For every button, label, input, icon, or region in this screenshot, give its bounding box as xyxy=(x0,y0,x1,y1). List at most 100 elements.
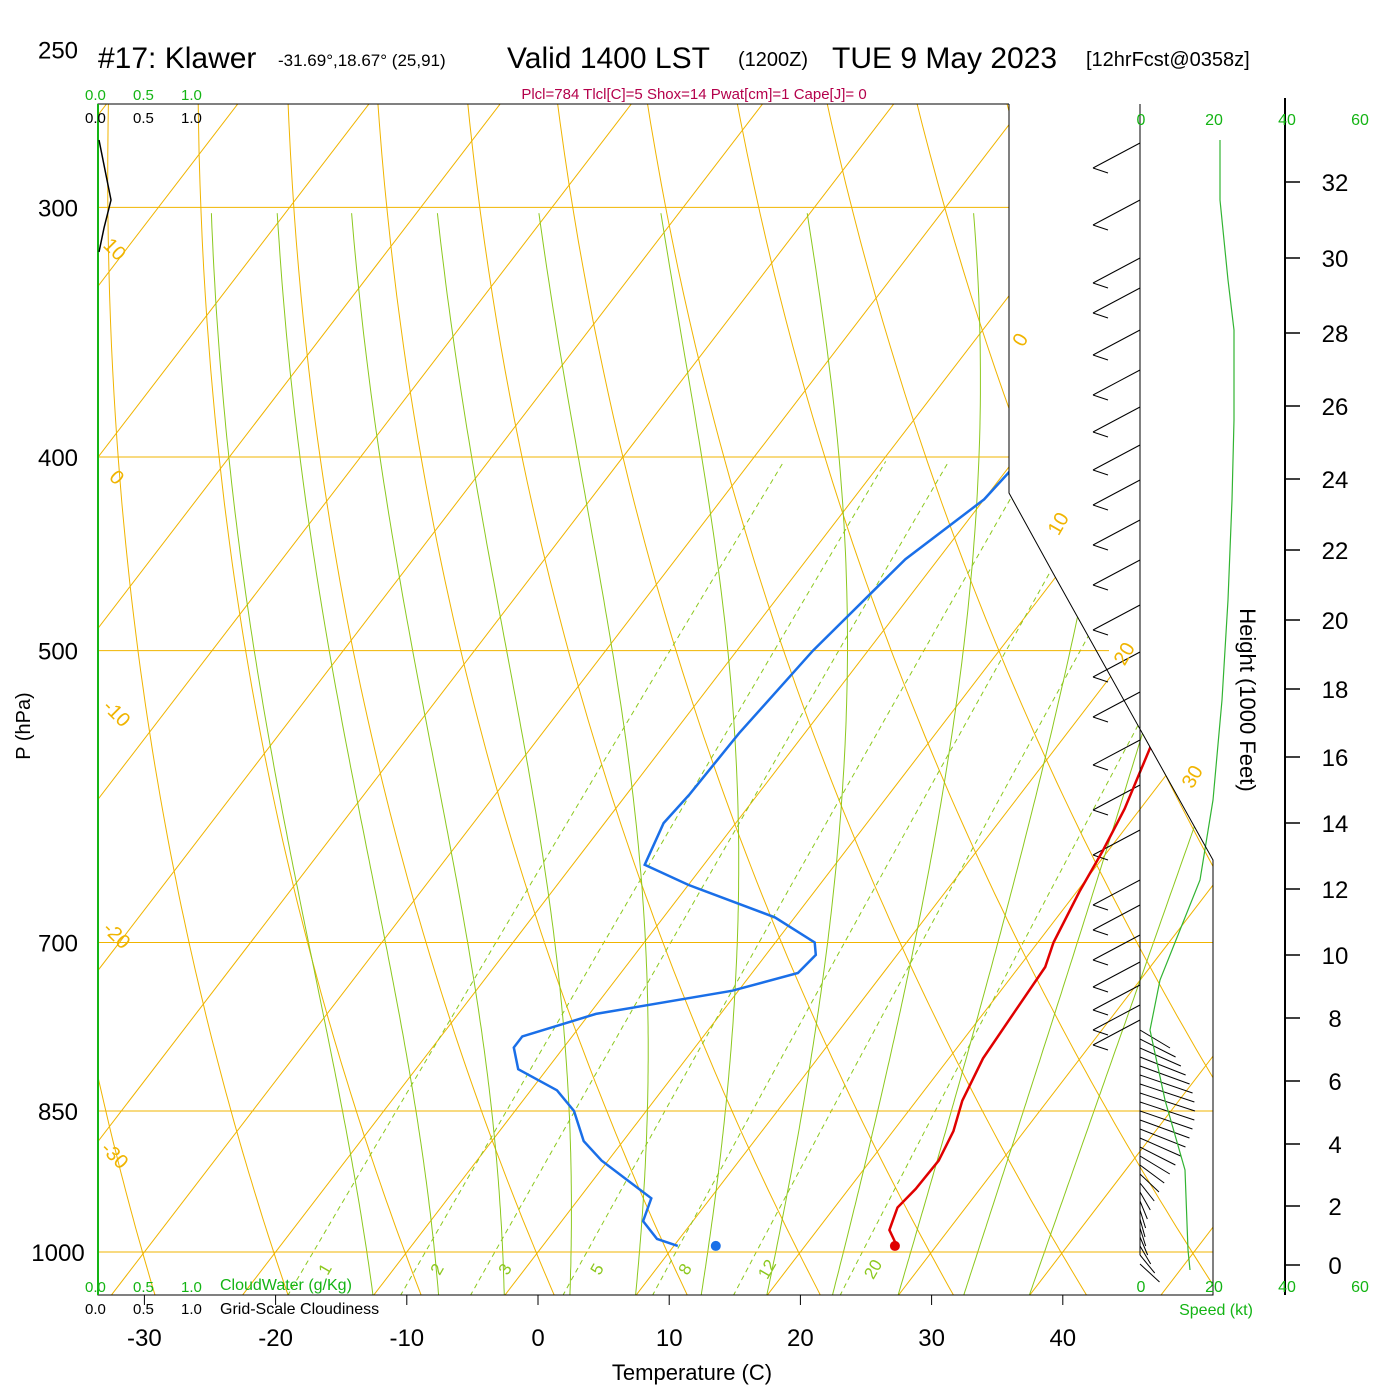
cloudiness-label: Grid-Scale Cloudiness xyxy=(220,1301,379,1318)
height-tick-label: 8 xyxy=(1328,1006,1341,1033)
x-tick-label: 0 xyxy=(531,1325,544,1352)
bottom-green-0: 0.0 xyxy=(85,1279,106,1296)
moist-adiabat xyxy=(351,213,505,1295)
bottom-black-1: 0.5 xyxy=(133,1301,154,1318)
mixing-ratio-line xyxy=(287,461,785,1295)
wind-barb-flag xyxy=(1092,469,1109,476)
isotherm-line xyxy=(98,104,937,1295)
mixing-ratio-line xyxy=(562,461,1033,1295)
dry-adiabat xyxy=(728,104,1213,1295)
x-tick-label: -20 xyxy=(258,1325,293,1352)
wind-speed-line xyxy=(1149,140,1235,1271)
dry-adiabat xyxy=(197,104,422,1295)
wind-barb-flag xyxy=(1092,809,1109,816)
pressure-tick-label: 700 xyxy=(38,931,78,958)
isotherm-line xyxy=(98,104,412,1295)
wind-barb-staff xyxy=(1092,287,1141,314)
dry-adiabat-label: 0 xyxy=(105,466,128,489)
wind-barb-low xyxy=(1139,1209,1147,1229)
wind-barb-low xyxy=(1139,1191,1151,1211)
height-tick-label: 2 xyxy=(1328,1194,1341,1221)
top-green-1: 0.5 xyxy=(133,87,154,104)
x-tick-label: 20 xyxy=(787,1325,814,1352)
height-tick-label: 10 xyxy=(1322,943,1349,970)
moist-adiabat xyxy=(538,213,649,1295)
top-black-1: 0.5 xyxy=(133,110,154,127)
isotherm-line xyxy=(98,104,805,1295)
dry-adiabat-label: 0 xyxy=(1008,330,1033,351)
wind-barb-flag xyxy=(1092,1029,1109,1036)
y-axis-title: P (hPa) xyxy=(13,692,35,759)
mixing-ratio-line xyxy=(469,461,950,1295)
dry-adiabat-label: -20 xyxy=(98,918,134,954)
speed-bottom-0: 0 xyxy=(1137,1279,1146,1296)
wind-barb-low xyxy=(1139,1119,1190,1139)
dry-adiabat xyxy=(551,104,955,1295)
wind-barb-low xyxy=(1139,1236,1149,1256)
wind-barb-flag xyxy=(1092,959,1109,966)
wind-barb-flag xyxy=(1092,282,1109,289)
wind-barb-staff xyxy=(1092,651,1141,678)
wind-barb-staff xyxy=(1092,142,1141,169)
wind-barb-low xyxy=(1139,1200,1148,1220)
top-black-0: 0.0 xyxy=(85,110,106,127)
speed-bottom-60: 60 xyxy=(1351,1279,1369,1296)
moist-adiabat xyxy=(660,213,740,1295)
zulu-time: (1200Z) xyxy=(738,49,808,71)
dry-adiabat xyxy=(98,104,156,1295)
mixing-ratio-line xyxy=(651,461,1113,1295)
surface-dewpoint-dot xyxy=(710,1240,721,1251)
wind-barb-staff xyxy=(1092,257,1141,284)
mixing-ratio-label: 3 xyxy=(495,1260,516,1278)
x-tick-label: 40 xyxy=(1049,1325,1076,1352)
wind-barb-staff xyxy=(1092,829,1141,856)
speed-top-20: 20 xyxy=(1205,112,1223,129)
temperature-profile xyxy=(888,104,1213,1247)
wind-barb-low xyxy=(1139,1092,1196,1112)
dry-adiabat-label: -10 xyxy=(98,696,134,732)
wind-barb-flag xyxy=(1092,167,1109,174)
bottom-black-0: 0.0 xyxy=(85,1301,106,1318)
cloudiness-profile xyxy=(98,139,112,253)
wind-barb-low xyxy=(1139,1263,1160,1283)
wind-barb-low xyxy=(1139,1056,1186,1076)
station-coords: -31.69°,18.67° (25,91) xyxy=(278,51,446,70)
bottom-green-2: 1.0 xyxy=(181,1279,202,1296)
height-tick-label: 14 xyxy=(1322,811,1349,838)
isobar-lines xyxy=(98,206,1213,1253)
dry-adiabat xyxy=(374,104,689,1295)
isotherm-line xyxy=(98,104,281,1295)
wind-barb-low xyxy=(1139,1254,1156,1274)
top-green-2: 1.0 xyxy=(181,87,202,104)
x-tick-label: -30 xyxy=(127,1325,162,1352)
wind-barb-low xyxy=(1139,1146,1176,1166)
speed-top-0: 0 xyxy=(1137,112,1146,129)
pressure-tick-label: 400 xyxy=(38,445,78,472)
x-tick-label: 30 xyxy=(918,1325,945,1352)
speed-bottom-20: 20 xyxy=(1205,1279,1223,1296)
height-tick-label: 20 xyxy=(1322,608,1349,635)
wind-barb-flag xyxy=(1092,312,1109,319)
height-tick-label: 32 xyxy=(1322,170,1349,197)
height-tick-label: 24 xyxy=(1322,467,1349,494)
sounding-profiles xyxy=(512,104,1213,1251)
speed-top-40: 40 xyxy=(1278,112,1296,129)
wind-barb-flag xyxy=(1092,629,1109,636)
wind-barb-staff xyxy=(1092,369,1141,396)
speed-bottom-40: 40 xyxy=(1278,1279,1296,1296)
dry-adiabat xyxy=(285,104,556,1295)
wind-barb-staff xyxy=(1092,1019,1141,1046)
wind-barb-staff xyxy=(1092,479,1141,506)
wind-barb-low xyxy=(1139,1227,1147,1247)
wind-barb-staff xyxy=(1092,739,1141,766)
wind-barb-flag xyxy=(1092,716,1109,723)
isotherm-line xyxy=(98,104,674,1295)
wind-barb-flag xyxy=(1092,1009,1109,1016)
mixing-ratio-label: 2 xyxy=(427,1260,448,1278)
wind-barb-low xyxy=(1139,1029,1171,1049)
wind-barb-low xyxy=(1139,1218,1146,1238)
isotherm-line xyxy=(0,49,17,1296)
wind-speed-profile xyxy=(1149,140,1235,1271)
wind-barb-flag xyxy=(1092,1044,1109,1051)
sounding-indices: Plcl=784 Tlcl[C]=5 Shox=14 Pwat[cm]=1 Ca… xyxy=(521,86,866,103)
